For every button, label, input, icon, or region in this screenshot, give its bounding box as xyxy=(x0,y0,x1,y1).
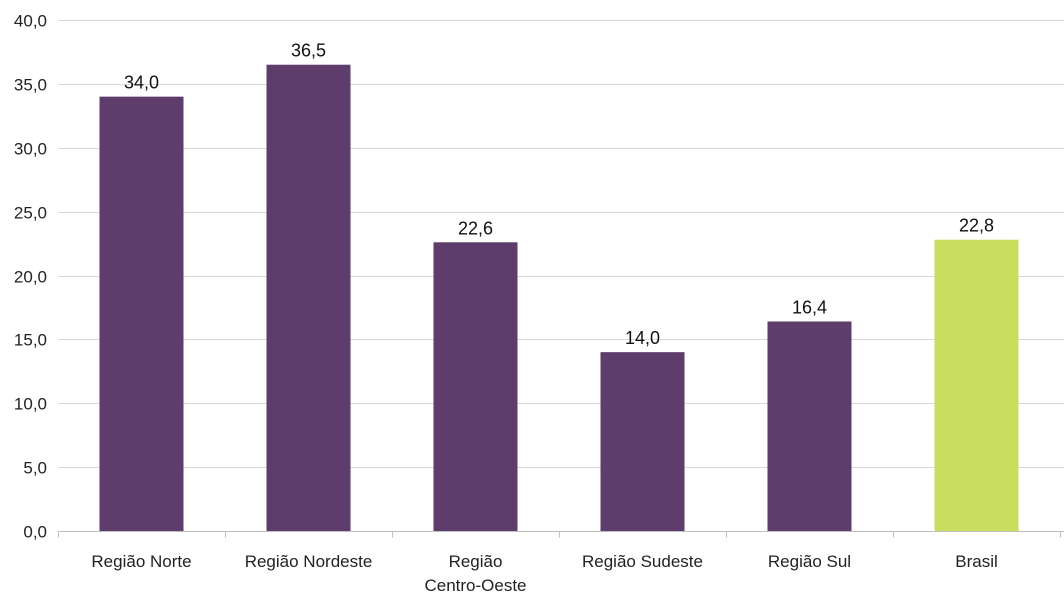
y-axis: 0,0 5,0 10,0 15,0 20,0 25,0 30,0 35,0 40,0 xyxy=(14,12,47,542)
x-tick-label: Região Sul xyxy=(768,552,851,571)
y-tick-label: 30,0 xyxy=(14,140,47,159)
x-tick-label: Brasil xyxy=(955,552,998,571)
y-tick-label: 40,0 xyxy=(14,12,47,31)
bar xyxy=(433,242,518,531)
gridlines xyxy=(58,20,1064,468)
y-tick-label: 20,0 xyxy=(14,268,47,287)
data-label: 34,0 xyxy=(124,73,159,93)
x-tick-label: Região Norte xyxy=(91,552,191,571)
x-tick-label: Centro-Oeste xyxy=(424,576,526,595)
data-label: 14,0 xyxy=(625,328,660,348)
y-tick-label: 15,0 xyxy=(14,331,47,350)
bar xyxy=(266,64,351,532)
data-label: 22,6 xyxy=(458,218,493,238)
y-tick-label: 0,0 xyxy=(23,523,47,542)
bar xyxy=(934,239,1019,532)
y-tick-label: 10,0 xyxy=(14,395,47,414)
bar xyxy=(767,321,852,531)
data-label: 22,8 xyxy=(959,216,994,236)
y-tick-label: 25,0 xyxy=(14,204,47,223)
y-tick-label: 5,0 xyxy=(23,459,47,478)
bar xyxy=(99,96,184,532)
bar xyxy=(600,352,685,531)
data-label: 16,4 xyxy=(792,297,827,317)
x-axis: Região Norte Região Nordeste Região Centro-… xyxy=(58,531,1064,595)
data-label: 36,5 xyxy=(291,41,326,61)
x-tick-label: Região Nordeste xyxy=(245,552,373,571)
x-tick-label: Região xyxy=(449,552,503,571)
bars xyxy=(99,64,1019,532)
data-labels: 34,0 36,5 22,6 14,0 16,4 22,8 xyxy=(124,41,994,348)
y-tick-label: 35,0 xyxy=(14,76,47,95)
x-tick-label: Região Sudeste xyxy=(582,552,703,571)
